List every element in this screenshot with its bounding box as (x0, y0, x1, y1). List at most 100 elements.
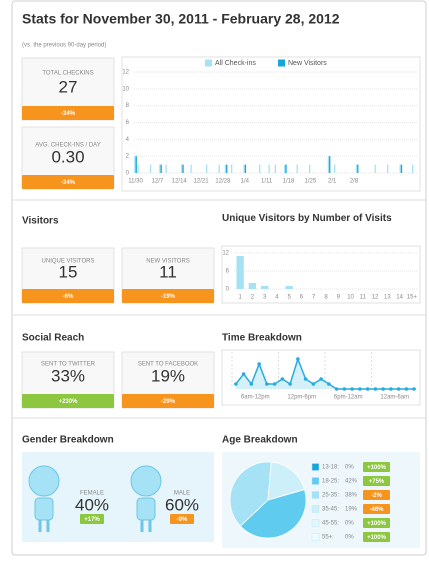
bar (159, 164, 161, 173)
bar (224, 164, 227, 173)
point (303, 377, 308, 381)
point (327, 382, 331, 386)
stat-label: UNIQUE VISITORS (42, 259, 95, 265)
stat-value: 11 (159, 262, 177, 281)
stat-value: 15 (59, 262, 78, 281)
change-badge (22, 394, 114, 408)
y-tick-label: 8 (126, 103, 130, 109)
figure-head (28, 465, 60, 497)
x-tick-label: 1/11 (261, 179, 273, 185)
change-value: -9% (177, 517, 188, 523)
change-badge (363, 504, 390, 514)
point (241, 372, 246, 376)
y-tick-label: 0 (226, 287, 230, 293)
point (373, 387, 378, 391)
gender-label: MALE (174, 491, 190, 497)
y-tick-label: 4 (126, 137, 130, 143)
change-badge (122, 289, 214, 303)
gender-value: 60% (165, 495, 199, 514)
stat-value: 19% (151, 366, 185, 385)
change-badge (363, 476, 390, 486)
band-label: 12am-6am (380, 395, 409, 401)
value-label: 0% (345, 521, 354, 527)
change-badge (22, 175, 114, 189)
x-tick-label: 1 (238, 295, 242, 301)
change-value: -2% (371, 493, 382, 499)
change-badge (363, 518, 390, 528)
y-tick-label: 10 (122, 86, 129, 92)
chart-title: Age Breakdown (222, 435, 298, 446)
stat-label: SENT TO FACEBOOK (138, 362, 198, 368)
bar (333, 164, 336, 173)
gender-label: FEMALE (80, 491, 104, 497)
legend-swatch (311, 491, 320, 499)
bar (244, 164, 247, 173)
bar (285, 286, 293, 289)
section-title: Social Reach (22, 333, 84, 344)
change-value: -34% (61, 180, 76, 186)
change-badge (363, 490, 390, 500)
x-tick-label: 11 (360, 295, 367, 301)
bar (160, 164, 162, 173)
bar (329, 156, 331, 173)
x-tick-label: 1/18 (283, 179, 295, 185)
bar (137, 164, 139, 173)
point (311, 382, 316, 386)
bar (149, 164, 152, 173)
value-label: 0% (345, 535, 354, 541)
x-tick-label: 10 (347, 295, 354, 301)
bar (135, 156, 137, 173)
point (288, 382, 292, 386)
change-value: -29% (161, 399, 176, 405)
bar (243, 164, 245, 173)
change-value: +100% (367, 465, 387, 471)
bar (412, 164, 414, 173)
section-title: Visitors (22, 216, 59, 227)
x-tick-label: 2/1 (328, 179, 337, 185)
change-value: -34% (61, 111, 76, 117)
bar (165, 164, 167, 173)
value-label: 19% (345, 507, 358, 513)
subtitle: (vs. the previous 90-day period) (22, 43, 106, 49)
pie-slice (229, 461, 272, 527)
legend-swatch (311, 477, 320, 485)
point (358, 387, 362, 391)
gender-bg (22, 452, 214, 542)
bar (259, 164, 261, 173)
bar (134, 156, 136, 173)
bar (374, 164, 376, 173)
change-badge (22, 106, 114, 120)
point (404, 387, 409, 391)
x-tick-label: 11/30 (128, 179, 143, 185)
legend-swatch (278, 59, 285, 67)
stat-value: 0.30 (51, 147, 84, 166)
value-label: 42% (345, 479, 358, 485)
chart-title: Unique Visitors by Number of Visits (222, 213, 392, 224)
change-value: -46% (369, 507, 384, 513)
y-tick-label: 0 (126, 171, 130, 177)
point (272, 382, 277, 386)
bar (400, 164, 403, 173)
change-badge (80, 514, 104, 524)
bar (268, 164, 270, 173)
stat-label: AVG. CHECK-INS / DAY (35, 143, 100, 149)
point (296, 357, 300, 361)
x-tick-label: 2 (251, 295, 255, 301)
page-title: Stats for November 30, 2011 - February 2… (22, 11, 340, 27)
bar (285, 164, 287, 173)
figure-body (34, 497, 54, 521)
change-badge (22, 289, 114, 303)
legend-label: 18-25: (322, 479, 339, 485)
legend-swatch (311, 533, 320, 541)
x-tick-label: 13 (384, 295, 391, 301)
change-badge (363, 462, 390, 472)
band-label: 6am-12pm (241, 395, 270, 401)
y-tick-label: 2 (126, 154, 130, 160)
change-value: +230% (59, 399, 79, 405)
point (280, 377, 285, 381)
pie-slice (267, 461, 306, 501)
bar (357, 164, 359, 173)
bar (260, 286, 269, 289)
legend-label: 45-55: (322, 521, 339, 527)
